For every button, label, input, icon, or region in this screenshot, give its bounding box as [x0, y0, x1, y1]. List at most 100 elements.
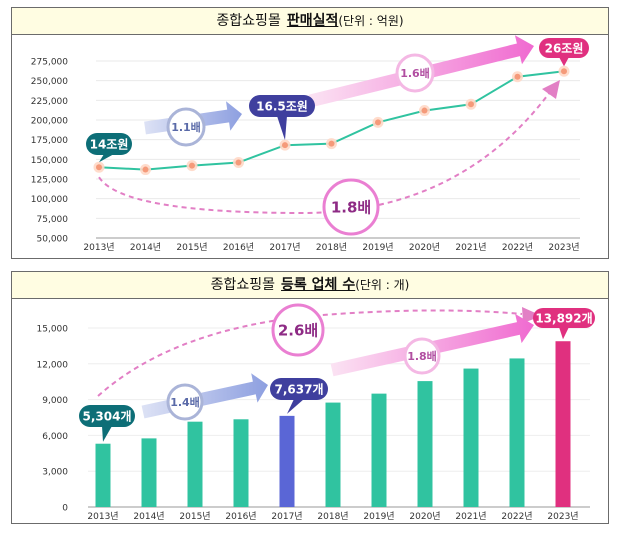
sales-point — [142, 166, 149, 173]
vendor-bar — [325, 402, 341, 507]
x-tick-label: 2022년 — [502, 242, 533, 253]
x-tick-label: 2020년 — [409, 511, 440, 522]
ratio-curve-arrowhead — [522, 307, 542, 323]
ratio-badge-2-circle — [271, 303, 325, 357]
ratio-badge-0-label: 1.1배 — [171, 120, 201, 134]
sales-callout-0-label: 14조원 — [90, 138, 129, 152]
sales-line-chart: 50,000 75,000 100,000 125,000 150,000 175,000… — [31, 35, 589, 253]
ratio-badge-0-circle — [166, 107, 206, 147]
vendors-chart-title: 종합쇼핑몰 등록 업체 수(단위 : 개) — [12, 272, 608, 299]
vendor-bar — [141, 438, 157, 507]
title-strong: 판매실적 — [286, 13, 339, 29]
x-tick-label: 2013년 — [83, 242, 114, 253]
vendor-callout-1-label: 7,637개 — [275, 383, 324, 397]
ratio-curve-1-8 — [98, 87, 554, 215]
x-tick-label: 2020년 — [409, 242, 440, 253]
x-tick-label: 2018년 — [317, 511, 348, 522]
sales-point — [235, 159, 242, 166]
vendor-callout-1-pointer — [287, 399, 304, 414]
vendor-bar — [233, 419, 249, 507]
ratio-curve-2-6 — [97, 309, 523, 397]
sales-point — [468, 101, 474, 108]
sales-callout-1-label: 16.5조원 — [256, 100, 308, 114]
vendor-callout-0-label: 5,304개 — [83, 410, 132, 424]
sales-chart-title: 종합쇼핑몰 판매실적(단위 : 억원) — [12, 8, 608, 35]
sales-callout-1-bubble — [249, 95, 315, 117]
x-tick-label: 2018년 — [316, 242, 347, 253]
x-tick-label: 2015년 — [179, 511, 210, 522]
x-tick-label: 2019년 — [363, 511, 394, 522]
x-tick-label: 2022년 — [501, 511, 532, 522]
vendor-bar — [187, 421, 203, 507]
y-tick-label: 275,000 — [31, 58, 68, 68]
ratio-badge-2-circle — [322, 178, 380, 236]
y-tick-label: 3,000 — [42, 468, 68, 478]
ratio-badge-2-label: 2.6배 — [278, 321, 318, 339]
sales-point — [561, 68, 567, 75]
vendor-callout-0-bubble — [79, 405, 135, 427]
vendor-bar — [95, 443, 111, 507]
sales-callout-2-bubble — [539, 38, 589, 58]
vendor-bar — [509, 358, 525, 507]
vendor-bar — [555, 341, 571, 507]
vendor-bar — [371, 393, 387, 507]
x-tick-label: 2021년 — [455, 242, 486, 253]
y-tick-label: 150,000 — [31, 156, 68, 166]
x-tick-label: 2017년 — [271, 511, 302, 522]
x-tick-label: 2014년 — [130, 242, 161, 253]
title-unit: (단위 : 억원) — [338, 14, 404, 28]
sales-point — [421, 107, 428, 114]
ratio-arrow-1-4 — [141, 373, 268, 419]
y-tick-label: 200,000 — [31, 117, 68, 127]
sales-point — [514, 73, 521, 80]
y-tick-label: 100,000 — [31, 195, 68, 205]
y-tick-label: 6,000 — [42, 432, 68, 442]
vendor-bar — [279, 415, 295, 507]
sales-chart-panel: 종합쇼핑몰 판매실적(단위 : 억원) 50,000 75,000 100,000 12… — [11, 7, 609, 259]
ratio-badge-1-circle — [395, 53, 435, 93]
y-tick-label: 125,000 — [31, 176, 68, 186]
x-tick-label: 2023년 — [547, 511, 578, 522]
sales-callout-0-pointer — [99, 154, 114, 163]
x-tick-label: 2023년 — [548, 242, 579, 253]
x-tick-label: 2014년 — [133, 511, 164, 522]
title-prefix: 종합쇼핑몰 — [210, 277, 276, 293]
vendor-callout-2-bubble — [533, 308, 595, 328]
sales-point — [375, 119, 381, 126]
title-strong: 등록 업체 수 — [281, 277, 356, 293]
title-unit: (단위 : 개) — [355, 278, 410, 292]
y-tick-label: 250,000 — [31, 77, 68, 87]
vendors-bar-chart: 0 3,000 6,000 9,000 12,000 15,000 2013년 2014년 20… — [37, 303, 595, 522]
y-tick-label: 175,000 — [31, 136, 68, 146]
ratio-badge-0-label: 1.4배 — [170, 395, 200, 409]
ratio-curve-arrowhead — [542, 80, 560, 99]
sales-point — [282, 142, 288, 149]
title-prefix: 종합쇼핑몰 — [216, 13, 281, 29]
ratio-badge-0-circle — [166, 383, 204, 421]
vendor-callout-2-label: 13,892개 — [535, 312, 592, 326]
vendor-callout-1-bubble — [270, 378, 328, 400]
x-tick-label: 2016년 — [223, 242, 254, 253]
sales-callout-2-pointer — [559, 57, 569, 67]
vendor-callout-2-pointer — [559, 327, 569, 340]
y-tick-label: 0 — [62, 504, 68, 514]
y-tick-label: 50,000 — [37, 235, 69, 245]
y-tick-label: 15,000 — [37, 325, 69, 335]
x-tick-label: 2021년 — [455, 511, 486, 522]
vendor-callout-0-pointer — [102, 426, 112, 442]
ratio-badge-1-label: 1.8배 — [407, 349, 437, 363]
sales-callout-1-pointer — [277, 116, 287, 141]
sales-point — [328, 140, 335, 147]
sales-callout-2-label: 26조원 — [545, 42, 584, 56]
ratio-badge-1-circle — [403, 337, 441, 375]
sales-callout-0-bubble — [86, 133, 132, 155]
x-tick-label: 2013년 — [87, 511, 118, 522]
y-tick-label: 225,000 — [31, 97, 68, 107]
vendor-bar — [463, 368, 479, 507]
vendors-chart-panel: 종합쇼핑몰 등록 업체 수(단위 : 개) 0 3,000 6,000 9,000 12,… — [11, 271, 609, 524]
x-tick-label: 2016년 — [225, 511, 256, 522]
y-tick-label: 75,000 — [37, 215, 69, 225]
ratio-badge-1-label: 1.6배 — [400, 66, 430, 80]
y-tick-label: 9,000 — [42, 396, 68, 406]
x-tick-label: 2019년 — [362, 242, 393, 253]
